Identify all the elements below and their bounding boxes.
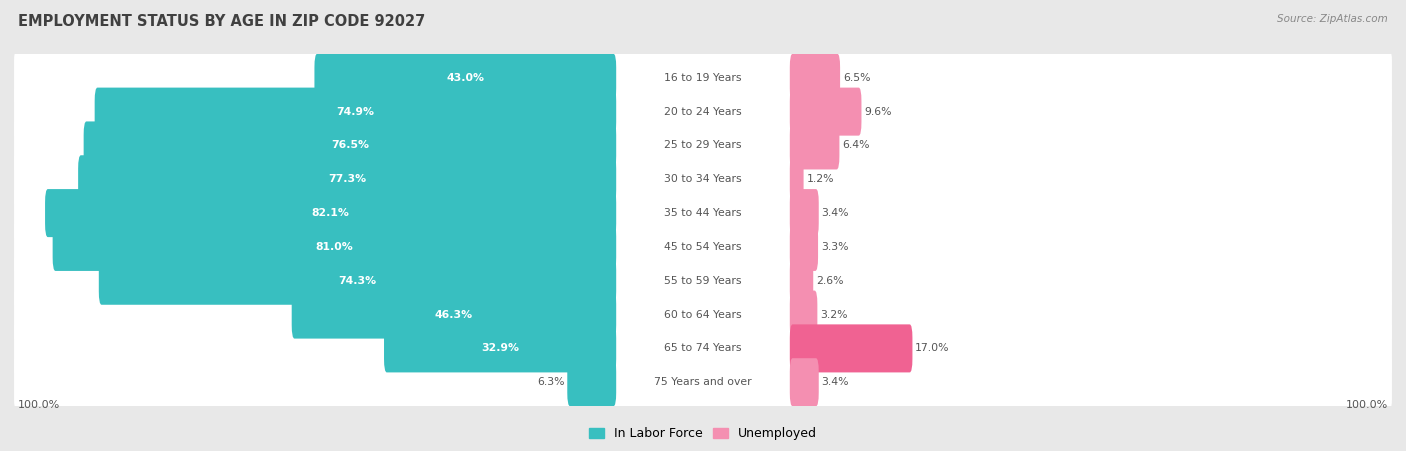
Text: 75 Years and over: 75 Years and over: [654, 377, 752, 387]
Bar: [793, 338, 803, 359]
FancyBboxPatch shape: [790, 155, 804, 203]
Text: 60 to 64 Years: 60 to 64 Years: [664, 309, 742, 320]
Text: 3.4%: 3.4%: [821, 208, 849, 218]
Bar: [793, 372, 803, 393]
Text: Source: ZipAtlas.com: Source: ZipAtlas.com: [1277, 14, 1388, 23]
Bar: [603, 67, 613, 88]
Text: 30 to 34 Years: 30 to 34 Years: [664, 174, 742, 184]
Text: 32.9%: 32.9%: [481, 343, 519, 354]
FancyBboxPatch shape: [94, 87, 616, 136]
FancyBboxPatch shape: [14, 186, 1392, 240]
FancyBboxPatch shape: [14, 51, 1392, 105]
Text: 35 to 44 Years: 35 to 44 Years: [664, 208, 742, 218]
Text: 76.5%: 76.5%: [330, 140, 368, 151]
FancyBboxPatch shape: [790, 223, 818, 271]
FancyBboxPatch shape: [52, 223, 616, 271]
FancyBboxPatch shape: [384, 324, 616, 373]
Text: 6.5%: 6.5%: [842, 73, 870, 83]
Text: 1.2%: 1.2%: [807, 174, 834, 184]
FancyBboxPatch shape: [14, 322, 1392, 375]
FancyBboxPatch shape: [14, 119, 1392, 172]
FancyBboxPatch shape: [79, 155, 616, 203]
Text: 46.3%: 46.3%: [434, 309, 472, 320]
Bar: [603, 270, 613, 291]
Text: 65 to 74 Years: 65 to 74 Years: [664, 343, 742, 354]
Text: 16 to 19 Years: 16 to 19 Years: [664, 73, 742, 83]
Bar: [793, 270, 803, 291]
Text: 6.3%: 6.3%: [537, 377, 565, 387]
Text: 45 to 54 Years: 45 to 54 Years: [664, 242, 742, 252]
FancyBboxPatch shape: [14, 85, 1392, 138]
FancyBboxPatch shape: [790, 189, 818, 237]
Text: 77.3%: 77.3%: [328, 174, 366, 184]
FancyBboxPatch shape: [567, 358, 616, 406]
Legend: In Labor Force, Unemployed: In Labor Force, Unemployed: [583, 423, 823, 446]
FancyBboxPatch shape: [83, 121, 616, 170]
Bar: [603, 304, 613, 325]
Bar: [793, 236, 803, 258]
Bar: [793, 202, 803, 224]
Text: 3.3%: 3.3%: [821, 242, 848, 252]
Bar: [793, 135, 803, 156]
FancyBboxPatch shape: [790, 257, 813, 305]
Text: 55 to 59 Years: 55 to 59 Years: [664, 276, 742, 286]
Bar: [603, 236, 613, 258]
Text: 9.6%: 9.6%: [865, 106, 891, 117]
FancyBboxPatch shape: [98, 257, 616, 305]
FancyBboxPatch shape: [291, 290, 616, 339]
Bar: [603, 101, 613, 122]
Bar: [603, 202, 613, 224]
FancyBboxPatch shape: [790, 324, 912, 373]
Text: 3.4%: 3.4%: [821, 377, 849, 387]
FancyBboxPatch shape: [790, 121, 839, 170]
Text: 100.0%: 100.0%: [1347, 400, 1389, 410]
Bar: [603, 372, 613, 393]
Text: 100.0%: 100.0%: [17, 400, 59, 410]
Bar: [793, 101, 803, 122]
Text: EMPLOYMENT STATUS BY AGE IN ZIP CODE 92027: EMPLOYMENT STATUS BY AGE IN ZIP CODE 920…: [18, 14, 426, 28]
Bar: [793, 304, 803, 325]
Text: 25 to 29 Years: 25 to 29 Years: [664, 140, 742, 151]
Text: 74.9%: 74.9%: [336, 106, 374, 117]
Text: 74.3%: 74.3%: [339, 276, 377, 286]
Bar: [603, 338, 613, 359]
Text: 82.1%: 82.1%: [312, 208, 350, 218]
Text: 20 to 24 Years: 20 to 24 Years: [664, 106, 742, 117]
Text: 6.4%: 6.4%: [842, 140, 870, 151]
Text: 43.0%: 43.0%: [446, 73, 484, 83]
Bar: [793, 169, 801, 190]
Text: 81.0%: 81.0%: [315, 242, 353, 252]
FancyBboxPatch shape: [14, 254, 1392, 308]
FancyBboxPatch shape: [790, 358, 818, 406]
Bar: [603, 169, 613, 190]
Text: 3.2%: 3.2%: [820, 309, 848, 320]
FancyBboxPatch shape: [14, 288, 1392, 341]
FancyBboxPatch shape: [790, 290, 817, 339]
Text: 2.6%: 2.6%: [815, 276, 844, 286]
Bar: [603, 135, 613, 156]
FancyBboxPatch shape: [790, 87, 862, 136]
FancyBboxPatch shape: [45, 189, 616, 237]
FancyBboxPatch shape: [14, 220, 1392, 274]
Bar: [793, 67, 803, 88]
FancyBboxPatch shape: [14, 355, 1392, 409]
FancyBboxPatch shape: [14, 152, 1392, 206]
FancyBboxPatch shape: [315, 54, 616, 102]
FancyBboxPatch shape: [790, 54, 841, 102]
Text: 17.0%: 17.0%: [915, 343, 949, 354]
